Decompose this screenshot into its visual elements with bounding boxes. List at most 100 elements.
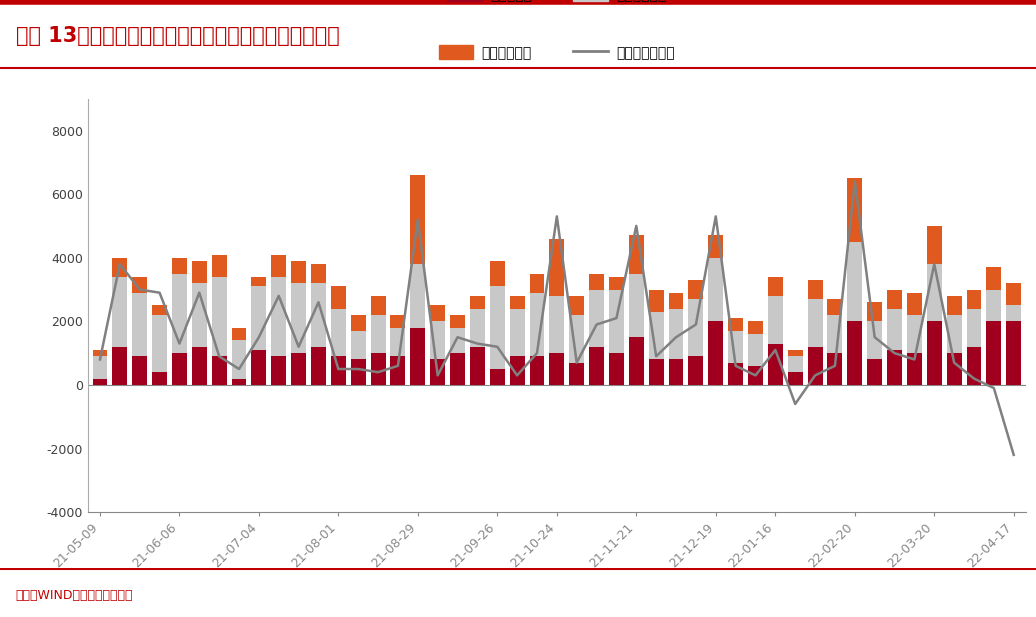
Bar (847, 242, 862, 321)
Bar (112, 258, 127, 277)
Bar (470, 347, 485, 385)
Bar (927, 264, 942, 321)
Bar (808, 347, 823, 385)
Bar (768, 296, 783, 344)
Bar (668, 308, 684, 360)
Bar (112, 277, 127, 347)
Bar (609, 277, 624, 289)
Bar (787, 350, 803, 356)
Bar (787, 356, 803, 372)
Bar (152, 315, 167, 372)
Bar (311, 283, 326, 347)
Bar (728, 318, 743, 331)
Bar (847, 321, 862, 385)
Bar (967, 347, 981, 385)
Bar (133, 356, 147, 385)
Bar (291, 261, 306, 283)
Bar (371, 296, 385, 315)
Bar (291, 283, 306, 353)
Bar (351, 360, 366, 385)
Bar (92, 356, 108, 379)
Bar (906, 315, 922, 353)
Bar (668, 360, 684, 385)
Bar (92, 379, 108, 385)
Bar (172, 353, 186, 385)
Bar (808, 299, 823, 347)
Bar (92, 350, 108, 356)
Bar (867, 302, 882, 321)
Bar (668, 292, 684, 308)
Bar (430, 360, 445, 385)
Bar (410, 328, 425, 385)
Bar (709, 258, 723, 321)
Bar (748, 366, 762, 385)
Bar (252, 286, 266, 350)
Bar (152, 305, 167, 315)
Bar (867, 360, 882, 385)
Bar (927, 321, 942, 385)
Bar (232, 341, 247, 379)
Bar (549, 353, 565, 385)
Bar (172, 273, 186, 353)
Bar (470, 296, 485, 308)
Bar (709, 321, 723, 385)
Bar (391, 328, 405, 356)
Bar (529, 356, 545, 385)
Bar (490, 286, 505, 369)
Bar (410, 175, 425, 264)
Bar (410, 264, 425, 328)
Bar (192, 283, 207, 347)
Bar (271, 356, 286, 385)
Bar (529, 292, 545, 356)
Bar (609, 289, 624, 353)
Text: 图表 13：利率债总发行量上升、净融资量减少（亿元）: 图表 13：利率债总发行量上升、净融资量减少（亿元） (16, 25, 340, 46)
Bar (629, 337, 643, 385)
Bar (906, 292, 922, 315)
Bar (133, 277, 147, 292)
Bar (947, 353, 961, 385)
Bar (490, 369, 505, 385)
Bar (371, 315, 385, 353)
Bar (589, 273, 604, 289)
Bar (510, 308, 524, 356)
Bar (967, 289, 981, 308)
Bar (430, 305, 445, 321)
Bar (649, 360, 664, 385)
Bar (569, 296, 584, 315)
Bar (589, 289, 604, 347)
Bar (768, 344, 783, 385)
Bar (887, 289, 902, 308)
Bar (927, 226, 942, 264)
Bar (271, 277, 286, 356)
Bar (192, 261, 207, 283)
Bar (351, 331, 366, 360)
Bar (947, 296, 961, 315)
Bar (330, 308, 346, 356)
Bar (211, 277, 227, 356)
Bar (808, 280, 823, 299)
Bar (748, 334, 762, 366)
Bar (967, 308, 981, 347)
Bar (152, 372, 167, 385)
Bar (828, 299, 842, 315)
Bar (787, 372, 803, 385)
Bar (689, 299, 703, 356)
Bar (529, 273, 545, 292)
Bar (887, 308, 902, 350)
Bar (510, 356, 524, 385)
Bar (232, 379, 247, 385)
Bar (112, 347, 127, 385)
Bar (906, 353, 922, 385)
Bar (867, 321, 882, 360)
Bar (252, 350, 266, 385)
Bar (291, 353, 306, 385)
Bar (847, 178, 862, 242)
Bar (828, 315, 842, 353)
Bar (133, 292, 147, 356)
Bar (728, 331, 743, 363)
Text: 来源：WIND，中泰证券研究所: 来源：WIND，中泰证券研究所 (16, 589, 133, 602)
Bar (609, 353, 624, 385)
Bar (709, 236, 723, 258)
Bar (549, 296, 565, 353)
Bar (450, 315, 465, 328)
